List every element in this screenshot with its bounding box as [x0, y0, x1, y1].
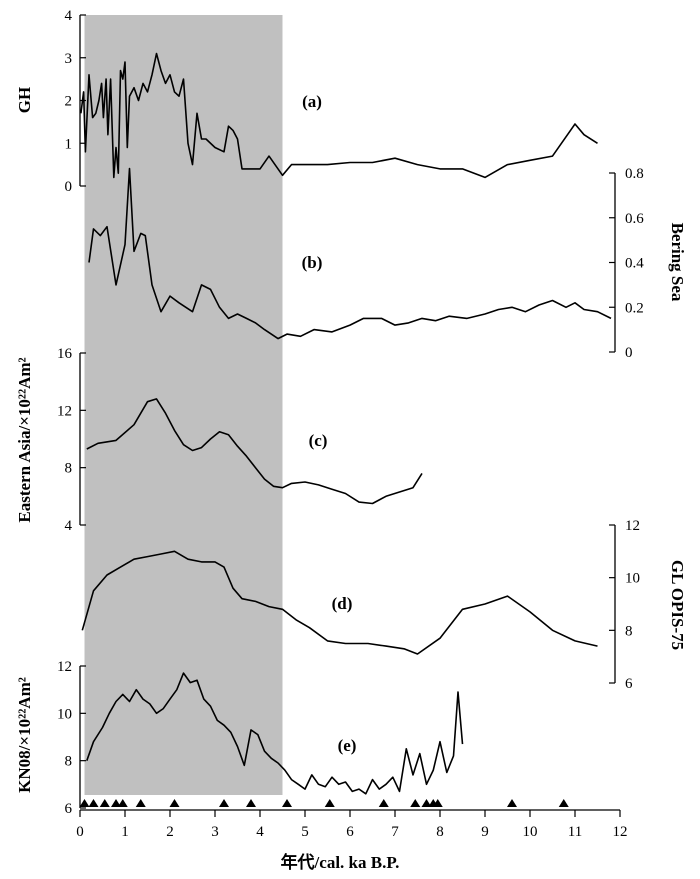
panel-d-axis: 6 8 10 12 GL OPIS-75 (d)	[332, 518, 687, 692]
dating-marker	[169, 799, 180, 807]
dating-marker	[111, 799, 121, 807]
series-line-b	[88, 167, 612, 340]
x-axis: 0 1 2 3 4 5 6 7 8 9 10 11 12	[76, 809, 628, 840]
y-tick-label: 0.8	[625, 166, 644, 182]
panel-c-axis: 4 8 12 16 Eastern Asia/×10²²Am² (c)	[15, 346, 327, 534]
x-axis-label: 年代/cal. ka B.P.	[281, 852, 400, 872]
x-tick-label: 8	[436, 824, 444, 840]
y-tick-label: 10	[625, 571, 640, 587]
dating-marker	[79, 799, 90, 807]
y-tick-label: 6	[625, 676, 633, 692]
x-tick-label: 10	[523, 824, 538, 840]
y-tick-label: 0	[625, 345, 633, 361]
dating-marker	[135, 799, 146, 807]
y-tick-label: 0.4	[625, 256, 644, 272]
y-tick-label: 0.2	[625, 300, 644, 316]
x-tick-label: 4	[256, 824, 264, 840]
y-axis-label: KN08/×10²²Am²	[15, 677, 34, 793]
panel-label: (b)	[302, 253, 323, 272]
y-tick-label: 12	[625, 518, 640, 534]
y-tick-label: 4	[65, 8, 73, 24]
dating-markers	[79, 799, 569, 807]
panel-e-axis: 6 8 10 12 KN08/×10²²Am² (e)	[15, 659, 356, 817]
dating-marker	[432, 799, 443, 807]
y-tick-label: 0	[65, 179, 73, 195]
panel-label: (d)	[332, 594, 353, 613]
series-layer	[80, 52, 612, 795]
y-tick-label: 8	[65, 754, 73, 770]
panel-b-axis: 0 0.2 0.4 0.6 0.8 Bering Sea (b)	[302, 166, 687, 361]
y-tick-label: 2	[65, 94, 73, 110]
x-tick-label: 0	[76, 824, 84, 840]
panel-a-axis: 0 1 2 3 4 GH (a)	[15, 8, 322, 195]
dating-marker	[282, 799, 292, 807]
y-tick-label: 8	[65, 461, 73, 477]
x-tick-label: 12	[613, 824, 628, 840]
series-line-e	[86, 672, 464, 795]
x-tick-label: 3	[211, 824, 219, 840]
y-tick-label: 3	[65, 51, 73, 67]
panel-label: (a)	[302, 92, 322, 111]
y-tick-label: 4	[65, 518, 73, 534]
dating-marker	[421, 799, 432, 807]
y-axis-label: Bering Sea	[668, 223, 687, 302]
dating-marker	[99, 799, 110, 807]
dating-marker	[117, 799, 128, 807]
x-tick-label: 7	[391, 824, 399, 840]
y-tick-label: 6	[65, 801, 73, 817]
x-tick-label: 2	[166, 824, 174, 840]
y-tick-label: 12	[57, 403, 72, 419]
y-axis-label: Eastern Asia/×10²²Am²	[15, 357, 34, 522]
y-tick-label: 1	[65, 136, 73, 152]
dating-marker	[324, 799, 335, 807]
y-axis-label: GH	[15, 87, 34, 113]
y-tick-label: 12	[57, 659, 72, 675]
y-tick-label: 0.6	[625, 211, 644, 227]
dating-marker	[507, 799, 517, 807]
dating-marker	[246, 799, 256, 807]
x-tick-label: 1	[121, 824, 129, 840]
panel-label: (e)	[338, 736, 357, 755]
dating-marker	[558, 799, 569, 807]
series-line-a	[80, 52, 598, 179]
x-tick-label: 9	[481, 824, 489, 840]
shaded-band	[84, 15, 283, 795]
panel-label: (c)	[309, 431, 328, 450]
series-line-d	[81, 550, 598, 655]
y-tick-label: 8	[625, 623, 633, 639]
x-tick-label: 6	[346, 824, 354, 840]
dating-marker	[88, 799, 99, 807]
x-tick-label: 11	[568, 824, 582, 840]
dating-marker	[378, 799, 389, 807]
y-tick-label: 16	[57, 346, 73, 362]
y-axis-label: GL OPIS-75	[668, 560, 687, 650]
y-tick-label: 10	[57, 706, 72, 722]
series-line-c	[86, 398, 423, 505]
dating-marker	[410, 799, 421, 807]
dating-marker	[219, 799, 229, 807]
x-tick-label: 5	[301, 824, 309, 840]
